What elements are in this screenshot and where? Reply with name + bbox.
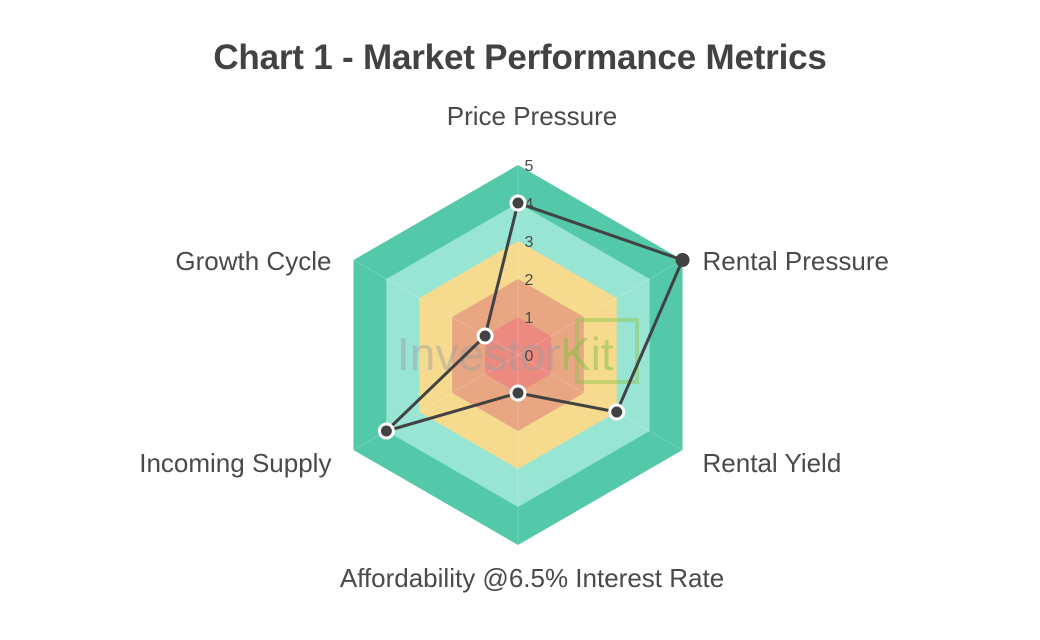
tick-label: 2 (525, 272, 534, 289)
chart-title: Chart 1 - Market Performance Metrics (213, 38, 827, 77)
axis-label: Rental Pressure (703, 246, 889, 276)
investor-kit-watermark: Investor Kit (397, 318, 639, 384)
tick-label: 0 (525, 348, 534, 365)
tick-label: 1 (525, 310, 534, 327)
data-point[interactable] (675, 253, 690, 267)
watermark-bracket (575, 318, 639, 384)
radar-bands (353, 165, 683, 545)
axis-label: Growth Cycle (175, 246, 331, 276)
tick-label: 4 (525, 196, 534, 213)
watermark-accent-text: Kit (560, 328, 614, 380)
axis-label: Incoming Supply (139, 448, 331, 478)
radar-axis-labels: Price Pressure Rental Pressure Rental Yiel… (139, 101, 889, 593)
data-point[interactable] (608, 403, 626, 421)
radar-spoke (517, 259, 683, 356)
axis-label: Price Pressure (447, 101, 618, 131)
radar-band-0-1 (485, 317, 551, 393)
data-point[interactable] (509, 194, 527, 212)
data-point[interactable] (377, 422, 395, 440)
tick-label: 3 (525, 234, 534, 251)
radar-spoke (517, 354, 683, 451)
data-point[interactable] (509, 384, 527, 402)
radar-series (377, 194, 690, 440)
data-point[interactable] (476, 327, 494, 345)
tick-label: 5 (525, 158, 534, 175)
axis-label: Rental Yield (703, 448, 842, 478)
radar-tick-labels: 0 1 2 3 4 5 (525, 158, 534, 365)
axis-label: Affordability @6.5% Interest Rate (340, 563, 724, 593)
